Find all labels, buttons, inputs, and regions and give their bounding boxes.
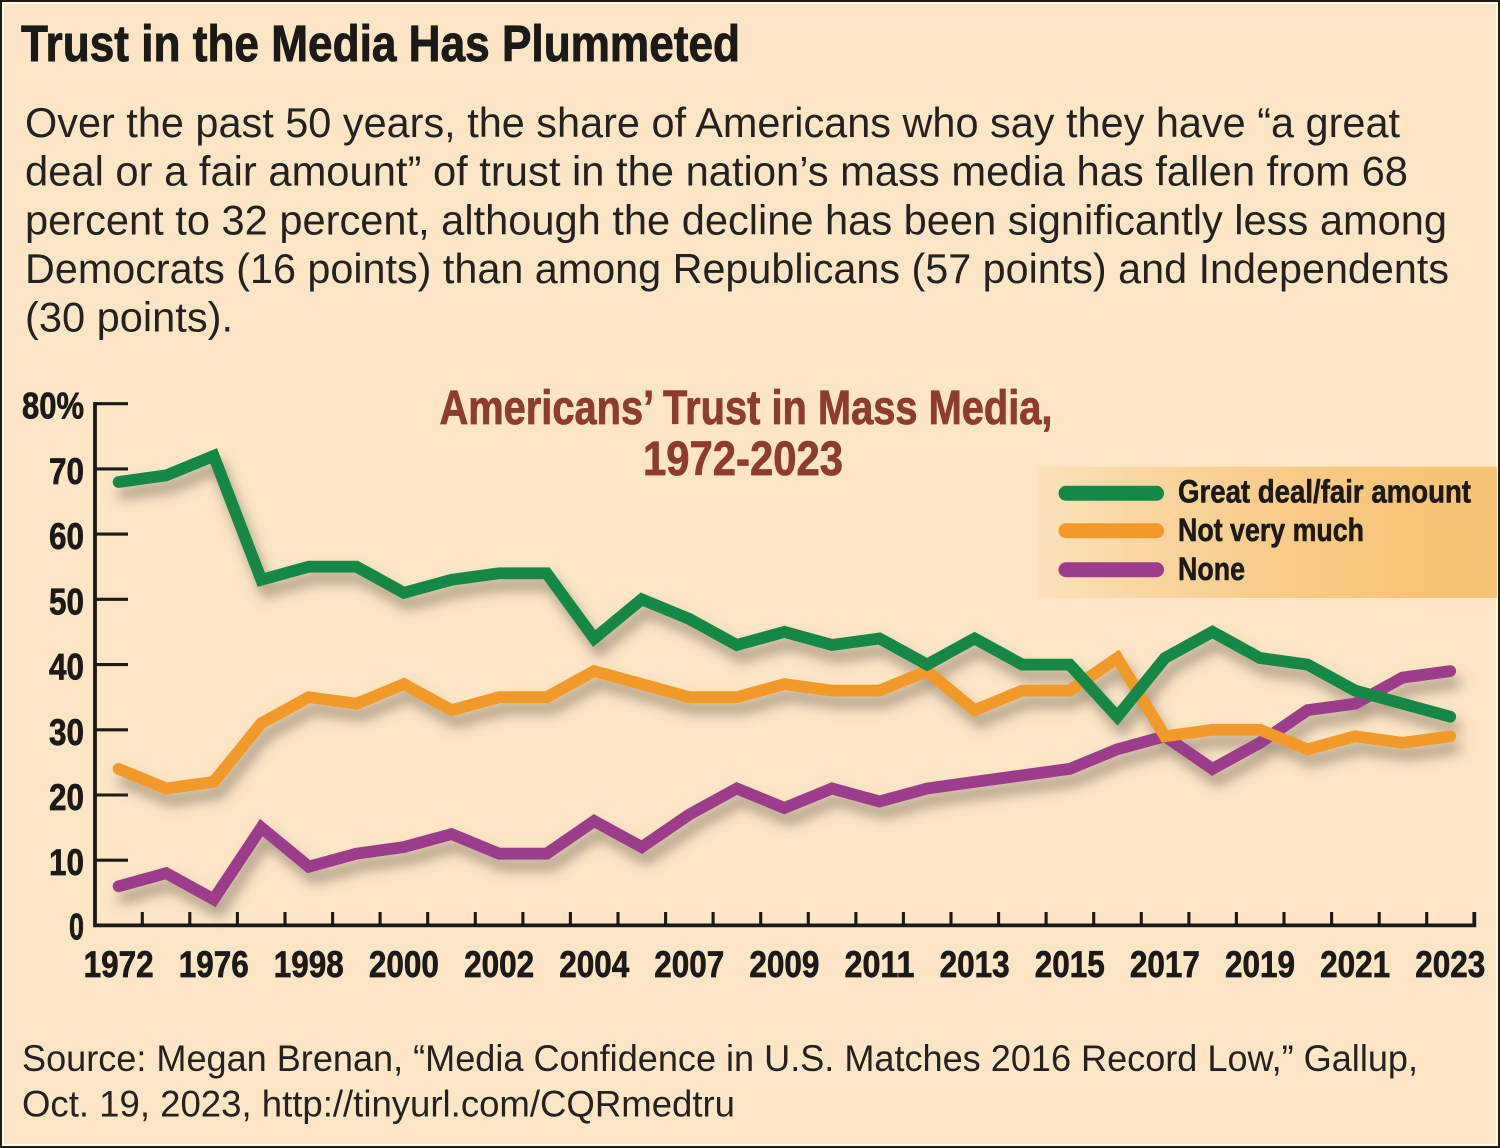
svg-text:2007: 2007: [654, 944, 724, 985]
svg-text:10: 10: [49, 842, 84, 883]
svg-text:2019: 2019: [1225, 944, 1295, 985]
svg-text:Oct. 19, 2023, http://tinyurl.: Oct. 19, 2023, http://tinyurl.com/CQRmed…: [22, 1083, 735, 1125]
svg-text:2009: 2009: [749, 944, 819, 985]
svg-text:1972-2023: 1972-2023: [643, 433, 843, 486]
svg-text:Great deal/fair amount: Great deal/fair amount: [1178, 474, 1471, 510]
svg-text:2013: 2013: [940, 944, 1010, 985]
svg-text:2023: 2023: [1415, 944, 1485, 985]
svg-text:Over the past 50 years, the sh: Over the past 50 years, the share of Ame…: [25, 99, 1400, 146]
svg-text:2000: 2000: [369, 944, 439, 985]
svg-text:2015: 2015: [1035, 944, 1105, 985]
svg-text:Americans’ Trust in Mass Media: Americans’ Trust in Mass Media,: [440, 382, 1053, 435]
svg-text:2021: 2021: [1320, 944, 1390, 985]
svg-text:percent to 32 percent, althoug: percent to 32 percent, although the decl…: [25, 196, 1447, 243]
svg-text:60: 60: [49, 516, 84, 557]
svg-text:Not very much: Not very much: [1178, 512, 1364, 548]
svg-text:2002: 2002: [464, 944, 534, 985]
svg-text:70: 70: [49, 451, 84, 492]
svg-text:1998: 1998: [274, 944, 344, 985]
svg-text:2017: 2017: [1130, 944, 1200, 985]
svg-text:0: 0: [69, 907, 84, 948]
svg-text:None: None: [1178, 551, 1245, 587]
svg-text:Trust in the Media Has Plummet: Trust in the Media Has Plummeted: [21, 15, 740, 72]
svg-text:2004: 2004: [559, 944, 629, 985]
svg-text:40: 40: [49, 647, 84, 688]
svg-text:Source: Megan Brenan, “Media C: Source: Megan Brenan, “Media Confidence …: [22, 1037, 1418, 1079]
svg-text:50: 50: [49, 581, 84, 622]
svg-text:30: 30: [49, 712, 84, 753]
svg-text:(30 points).: (30 points).: [25, 294, 233, 341]
svg-text:1972: 1972: [84, 944, 154, 985]
svg-text:20: 20: [49, 777, 84, 818]
svg-text:80%: 80%: [22, 386, 84, 427]
svg-text:2011: 2011: [845, 944, 915, 985]
svg-text:1976: 1976: [179, 944, 249, 985]
svg-text:Democrats (16 points) than amo: Democrats (16 points) than among Republi…: [25, 245, 1449, 292]
svg-text:deal or a fair amount” of trus: deal or a fair amount” of trust in the n…: [25, 148, 1408, 195]
